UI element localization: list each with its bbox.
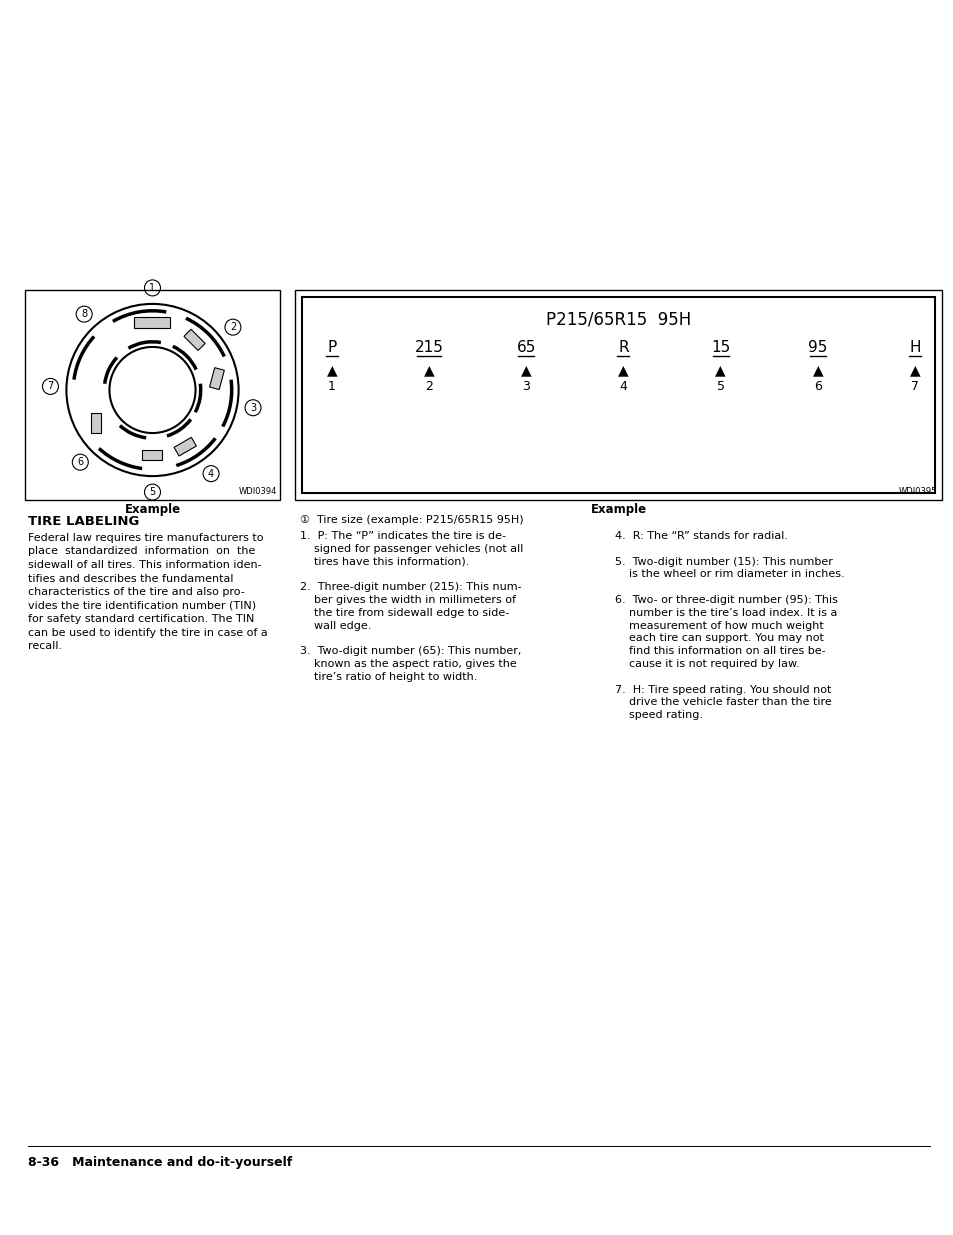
Text: 1: 1	[328, 379, 335, 393]
Bar	[142, 451, 162, 461]
Text: vides the tire identification number (TIN): vides the tire identification number (TI…	[28, 600, 255, 610]
Text: drive the vehicle faster than the tire: drive the vehicle faster than the tire	[615, 698, 831, 708]
Text: ①  Tire size (example: P215/65R15 95H): ① Tire size (example: P215/65R15 95H)	[299, 515, 523, 525]
Text: TIRE LABELING: TIRE LABELING	[28, 515, 139, 529]
Text: 8-36   Maintenance and do-it-yourself: 8-36 Maintenance and do-it-yourself	[28, 1156, 292, 1170]
Text: ▲: ▲	[326, 363, 337, 377]
Text: 3: 3	[522, 379, 530, 393]
Text: characteristics of the tire and also pro-: characteristics of the tire and also pro…	[28, 587, 245, 597]
Text: signed for passenger vehicles (not all: signed for passenger vehicles (not all	[299, 543, 523, 553]
Text: 15: 15	[710, 341, 730, 356]
Text: speed rating.: speed rating.	[615, 710, 702, 720]
Text: 1: 1	[150, 283, 155, 293]
Text: 4.  R: The “R” stands for radial.: 4. R: The “R” stands for radial.	[615, 531, 787, 541]
Text: ▲: ▲	[423, 363, 434, 377]
Text: 6: 6	[813, 379, 821, 393]
Bar	[91, 412, 101, 432]
Text: Example: Example	[124, 503, 180, 516]
Text: place  standardized  information  on  the: place standardized information on the	[28, 547, 255, 557]
Text: 1.  P: The “P” indicates the tire is de-: 1. P: The “P” indicates the tire is de-	[299, 531, 505, 541]
Bar	[134, 317, 171, 327]
Bar	[210, 368, 224, 389]
Bar	[302, 296, 934, 493]
Text: wall edge.: wall edge.	[299, 621, 371, 631]
Text: WDI0395: WDI0395	[898, 487, 936, 496]
Text: ▲: ▲	[618, 363, 628, 377]
Text: ▲: ▲	[909, 363, 920, 377]
Text: 95: 95	[807, 341, 826, 356]
Text: 3: 3	[250, 403, 255, 412]
Text: 5.  Two-digit number (15): This number: 5. Two-digit number (15): This number	[615, 557, 832, 567]
Text: 4: 4	[618, 379, 627, 393]
Text: P215/65R15  95H: P215/65R15 95H	[545, 311, 690, 329]
Text: 2: 2	[425, 379, 433, 393]
Text: ▲: ▲	[812, 363, 822, 377]
Text: recall.: recall.	[28, 641, 62, 651]
Text: can be used to identify the tire in case of a: can be used to identify the tire in case…	[28, 627, 268, 637]
Text: 215: 215	[415, 341, 443, 356]
Text: cause it is not required by law.: cause it is not required by law.	[615, 659, 799, 669]
Text: 2.  Three-digit number (215): This num-: 2. Three-digit number (215): This num-	[299, 582, 521, 593]
Text: 4: 4	[208, 468, 213, 479]
Text: 3.  Two-digit number (65): This number,: 3. Two-digit number (65): This number,	[299, 646, 521, 656]
Text: the tire from sidewall edge to side-: the tire from sidewall edge to side-	[299, 608, 509, 618]
Bar	[173, 437, 196, 456]
Bar	[25, 290, 280, 500]
Text: 5: 5	[716, 379, 724, 393]
Text: Federal law requires tire manufacturers to: Federal law requires tire manufacturers …	[28, 534, 263, 543]
Text: 8: 8	[81, 309, 87, 319]
Text: R: R	[618, 341, 628, 356]
Bar	[294, 290, 941, 500]
Text: 65: 65	[517, 341, 536, 356]
Text: tires have this information).: tires have this information).	[299, 557, 469, 567]
Text: 7.  H: Tire speed rating. You should not: 7. H: Tire speed rating. You should not	[615, 684, 830, 694]
Text: tifies and describes the fundamental: tifies and describes the fundamental	[28, 573, 233, 583]
Text: 5: 5	[150, 487, 155, 498]
Text: 7: 7	[910, 379, 918, 393]
Text: for safety standard certification. The TIN: for safety standard certification. The T…	[28, 614, 254, 624]
Text: measurement of how much weight: measurement of how much weight	[615, 621, 822, 631]
Text: ▲: ▲	[715, 363, 725, 377]
Text: Example: Example	[590, 503, 646, 516]
Bar	[184, 330, 205, 351]
Text: 6.  Two- or three-digit number (95): This: 6. Two- or three-digit number (95): This	[615, 595, 837, 605]
Text: 7: 7	[48, 382, 53, 391]
Text: ▲: ▲	[520, 363, 531, 377]
Text: is the wheel or rim diameter in inches.: is the wheel or rim diameter in inches.	[615, 569, 843, 579]
Text: 2: 2	[230, 322, 235, 332]
Text: P: P	[327, 341, 336, 356]
Text: number is the tire’s load index. It is a: number is the tire’s load index. It is a	[615, 608, 837, 618]
Text: H: H	[908, 341, 920, 356]
Text: find this information on all tires be-: find this information on all tires be-	[615, 646, 824, 656]
Text: tire’s ratio of height to width.: tire’s ratio of height to width.	[299, 672, 476, 682]
Text: ber gives the width in millimeters of: ber gives the width in millimeters of	[299, 595, 516, 605]
Text: each tire can support. You may not: each tire can support. You may not	[615, 634, 823, 643]
Text: known as the aspect ratio, gives the: known as the aspect ratio, gives the	[299, 659, 517, 669]
Text: 6: 6	[77, 457, 83, 467]
Text: WDI0394: WDI0394	[238, 487, 276, 496]
Text: sidewall of all tires. This information iden-: sidewall of all tires. This information …	[28, 559, 261, 571]
